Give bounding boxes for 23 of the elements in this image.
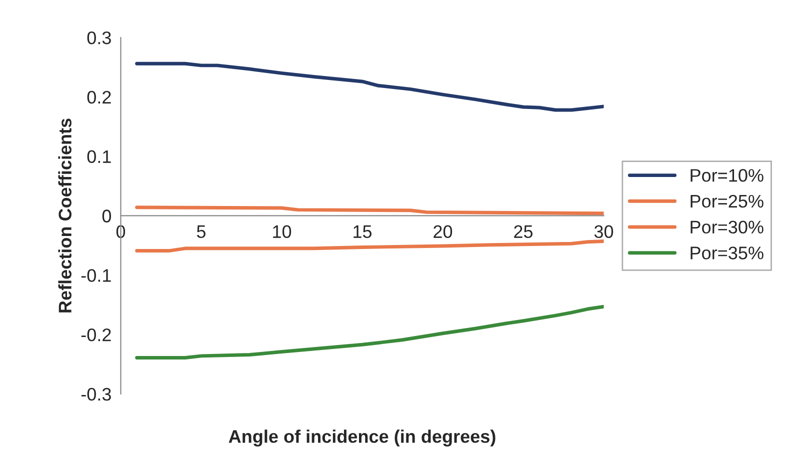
line-series bbox=[135, 240, 604, 253]
y-tick-label: 0.3 bbox=[87, 31, 111, 44]
line-series bbox=[135, 304, 604, 360]
x-tick-label: 25 bbox=[514, 225, 533, 238]
x-axis-title: Angle of incidence (in degrees) bbox=[228, 430, 496, 447]
y-tick-label: -0.3 bbox=[81, 388, 111, 401]
x-tick-label: 5 bbox=[196, 225, 206, 238]
y-tick-label: -0.1 bbox=[81, 269, 111, 282]
x-tick-label: 30 bbox=[594, 225, 614, 238]
y-tick-label: 0.2 bbox=[87, 90, 111, 104]
y-tick-label: -0.2 bbox=[81, 328, 111, 342]
y-tick-label: 0.1 bbox=[87, 150, 111, 164]
x-tick-label: 20 bbox=[434, 225, 452, 238]
x-tick-label: 0 bbox=[116, 225, 126, 238]
line-series bbox=[135, 62, 604, 112]
legend-label: Por=30% bbox=[690, 220, 764, 234]
legend-label: Por=10% bbox=[690, 169, 764, 182]
legend-label: Por=35% bbox=[690, 246, 764, 260]
y-axis-title: Reflection Coefficients bbox=[58, 118, 72, 312]
x-tick-label: 10 bbox=[273, 225, 292, 238]
x-tick-label: 15 bbox=[354, 225, 372, 238]
legend-label: Por=25% bbox=[690, 194, 764, 208]
y-tick-label: 0 bbox=[102, 210, 112, 222]
